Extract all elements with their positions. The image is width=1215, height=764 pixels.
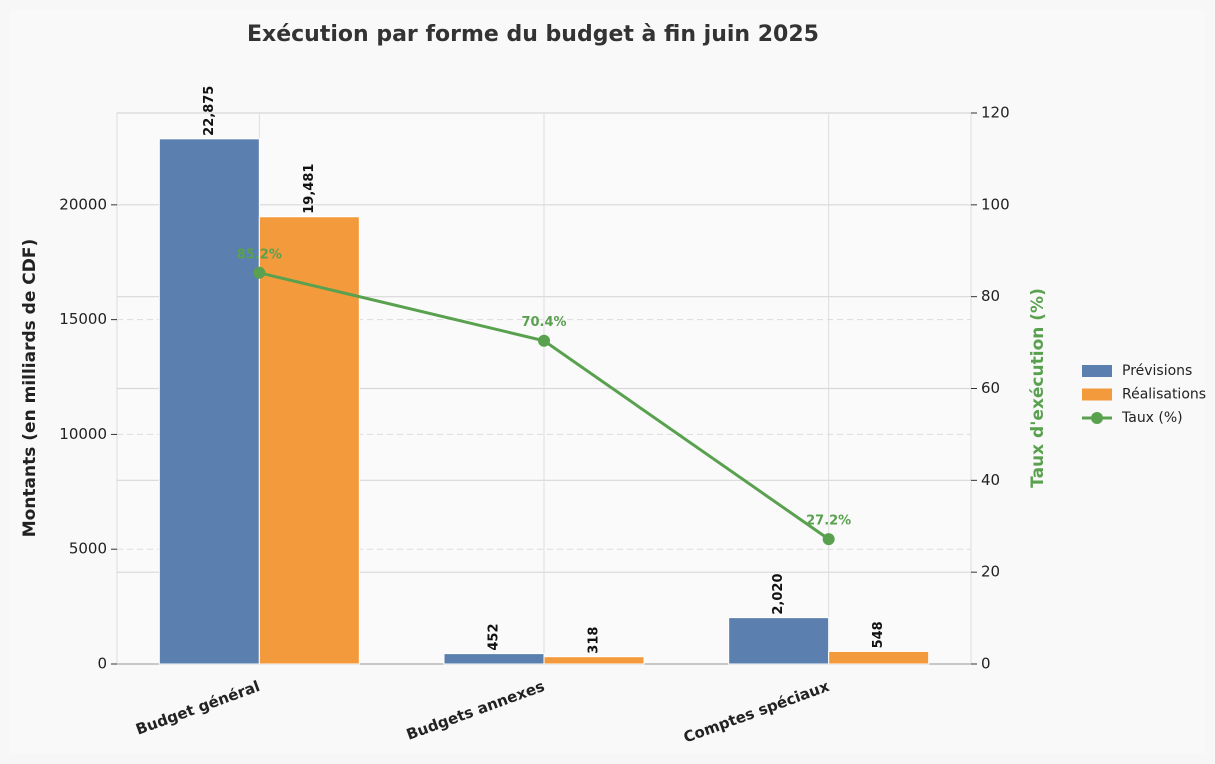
y-tick-label: 5000 (69, 540, 107, 558)
y-tick-label: 0 (97, 655, 107, 673)
y-axis-label: Montants (en milliards de CDF) (20, 239, 40, 538)
y-tick-label: 15000 (59, 310, 107, 328)
y2-tick-label: 20 (981, 563, 1000, 581)
rate-label: 85.2% (237, 247, 282, 262)
bar-value-label: 22,875 (202, 86, 217, 136)
legend-label: Taux (%) (1121, 410, 1183, 426)
y2-axis-label: Taux d'exécution (%) (1028, 288, 1048, 488)
bar (158, 138, 260, 665)
y-tick-label: 10000 (59, 425, 107, 443)
bar (728, 617, 830, 665)
bar-value-label: 2,020 (771, 573, 786, 614)
legend-swatch (1082, 365, 1112, 377)
legend-marker (1091, 412, 1103, 424)
y2-tick-label: 0 (981, 655, 991, 673)
rate-point (253, 266, 266, 279)
bar-value-label: 548 (871, 621, 886, 648)
bar-value-label: 318 (587, 627, 602, 654)
rate-point (822, 533, 835, 546)
bar (828, 650, 930, 665)
y2-tick-label: 60 (981, 379, 1000, 397)
legend-label: Réalisations (1122, 387, 1206, 403)
bar (443, 653, 545, 665)
bar-value-label: 452 (487, 623, 502, 650)
legend-swatch (1082, 388, 1112, 401)
bar (543, 656, 645, 665)
y2-tick-label: 40 (981, 471, 1000, 489)
bar-value-label: 19,481 (302, 164, 317, 214)
rate-label: 70.4% (521, 315, 566, 330)
legend-label: Prévisions (1122, 363, 1192, 379)
chart-title: Exécution par forme du budget à fin juin… (247, 22, 819, 47)
y2-tick-label: 100 (981, 195, 1010, 213)
rate-point (538, 334, 550, 347)
y2-tick-label: 120 (981, 104, 1010, 122)
rate-label: 27.2% (806, 514, 851, 529)
y-tick-label: 20000 (59, 195, 107, 213)
y2-tick-label: 80 (981, 287, 1000, 305)
